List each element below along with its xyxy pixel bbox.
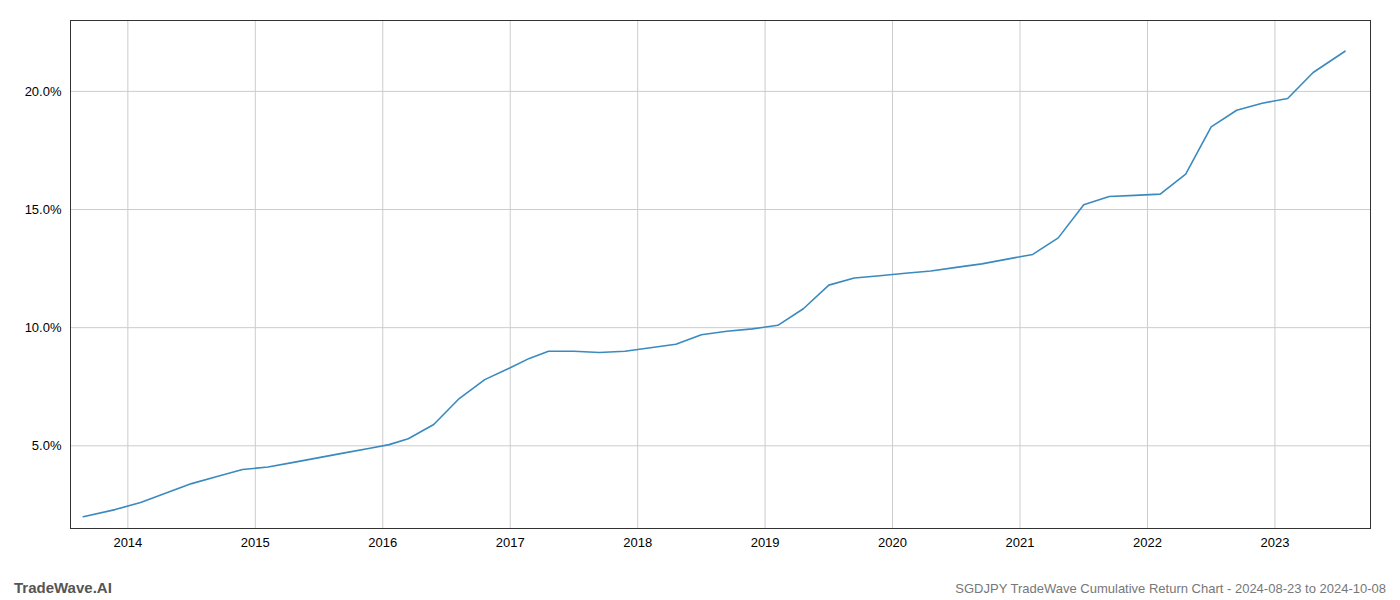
html-text:TradeWave.AI: TradeWave.AI <box>14 579 112 596</box>
svg-text:15.0%: 15.0% <box>25 202 62 217</box>
svg-text:2014: 2014 <box>113 535 142 550</box>
svg-text:2019: 2019 <box>751 535 780 550</box>
svg-text:10.0%: 10.0% <box>25 320 62 335</box>
svg-text:2020: 2020 <box>878 535 907 550</box>
svg-text:2021: 2021 <box>1006 535 1035 550</box>
svg-text:2018: 2018 <box>623 535 652 550</box>
svg-text:2015: 2015 <box>241 535 270 550</box>
svg-text:5.0%: 5.0% <box>32 438 62 453</box>
svg-text:2016: 2016 <box>368 535 397 550</box>
svg-text:2022: 2022 <box>1133 535 1162 550</box>
svg-text:2017: 2017 <box>496 535 525 550</box>
svg-text:2023: 2023 <box>1260 535 1289 550</box>
svg-text:20.0%: 20.0% <box>25 84 62 99</box>
html-text:SGDJPY TradeWave Cumulative Re: SGDJPY TradeWave Cumulative Return Chart… <box>955 581 1386 596</box>
